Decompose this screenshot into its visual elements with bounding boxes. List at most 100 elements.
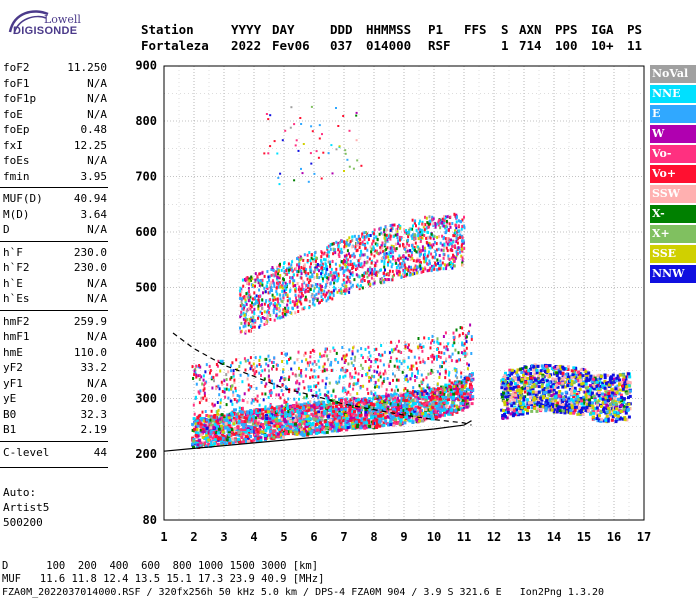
echo-point xyxy=(352,397,356,400)
echo-point xyxy=(368,379,371,383)
echo-point xyxy=(335,425,339,429)
echo-point xyxy=(363,279,366,282)
echo-point xyxy=(239,291,242,295)
echo-point xyxy=(430,232,433,236)
echo-point xyxy=(404,387,407,391)
echo-point xyxy=(456,387,459,390)
echo-point xyxy=(449,411,453,415)
echo-point xyxy=(299,258,302,262)
echo-point xyxy=(242,426,246,429)
echo-point xyxy=(432,217,435,221)
echo-point xyxy=(402,274,405,278)
echo-point xyxy=(281,432,285,436)
echo-point xyxy=(249,295,252,299)
echo-point xyxy=(423,256,426,260)
param-value: N/A xyxy=(87,223,107,236)
echo-point xyxy=(311,375,314,379)
echo-point xyxy=(447,393,450,397)
echo-point xyxy=(321,430,325,434)
echo-point xyxy=(272,269,275,272)
param-value: 230.0 xyxy=(73,245,107,259)
echo-point xyxy=(421,245,424,249)
echo-point xyxy=(327,273,330,277)
echo-point xyxy=(283,291,286,295)
echo-point xyxy=(322,257,325,261)
echo-point xyxy=(406,242,409,246)
echo-point xyxy=(320,291,323,295)
echo-point xyxy=(240,428,244,432)
echo-point xyxy=(428,404,432,408)
echo-point xyxy=(437,261,440,265)
echo-point xyxy=(293,418,297,422)
echo-point xyxy=(243,321,246,325)
echo-point xyxy=(422,225,425,229)
echo-point xyxy=(366,255,369,259)
echo-point xyxy=(195,395,197,399)
echo-point xyxy=(320,295,323,299)
echo-point xyxy=(403,228,406,231)
echo-point xyxy=(305,273,308,277)
echo-point xyxy=(369,266,372,270)
echo-point xyxy=(317,290,320,294)
echo-point xyxy=(454,214,457,218)
echo-point xyxy=(243,296,246,300)
header-day-value: Fev06 xyxy=(272,38,310,53)
echo-point xyxy=(345,284,348,288)
echo-point xyxy=(416,390,420,393)
echo-point xyxy=(321,285,323,289)
echo-point xyxy=(441,217,444,221)
echo-point xyxy=(367,400,371,403)
echo-point xyxy=(413,409,417,413)
echo-point xyxy=(227,428,231,432)
echo-point xyxy=(271,379,273,383)
echo-point xyxy=(259,424,263,428)
echo-point xyxy=(377,270,380,274)
echo-point xyxy=(433,264,435,268)
echo-point xyxy=(223,390,226,394)
echo-point xyxy=(342,406,346,410)
echo-point xyxy=(414,241,417,245)
echo-point xyxy=(355,415,359,419)
echo-point xyxy=(250,364,253,368)
echo-point xyxy=(438,407,442,411)
echo-point xyxy=(446,263,449,267)
echo-point xyxy=(292,281,295,285)
echo-point xyxy=(281,283,284,287)
echo-point xyxy=(289,425,293,429)
echo-point xyxy=(461,259,464,263)
echo-point xyxy=(397,378,400,382)
echo-point xyxy=(279,304,282,308)
echo-point xyxy=(376,410,380,414)
echo-point xyxy=(233,408,235,412)
echo-point xyxy=(451,395,455,399)
echo-point xyxy=(253,291,256,295)
echo-point xyxy=(342,375,345,379)
echo-point xyxy=(441,391,444,395)
echo-point xyxy=(291,276,294,279)
echo-point xyxy=(272,360,275,364)
echo-point xyxy=(248,317,251,321)
echo-point xyxy=(302,431,306,435)
echo-point xyxy=(321,369,324,373)
echo-point xyxy=(230,364,232,368)
echo-point xyxy=(352,387,355,391)
echo-point xyxy=(310,269,313,273)
echo-point xyxy=(328,402,332,406)
echo-point xyxy=(351,238,354,242)
echo-point xyxy=(227,430,231,434)
echo-point xyxy=(368,405,371,409)
echo-point xyxy=(364,398,367,402)
echo-point xyxy=(428,415,432,419)
echo-point xyxy=(332,401,335,405)
echo-point xyxy=(399,238,401,242)
echo-point xyxy=(257,307,260,311)
echo-point xyxy=(261,423,265,426)
echo-point xyxy=(349,372,352,376)
echo-point xyxy=(381,403,385,407)
echo-point xyxy=(230,387,233,391)
echo-point xyxy=(244,319,247,323)
echo-point xyxy=(345,287,348,291)
echo-point xyxy=(268,416,272,420)
echo-point xyxy=(324,347,327,351)
echo-point xyxy=(382,363,385,367)
